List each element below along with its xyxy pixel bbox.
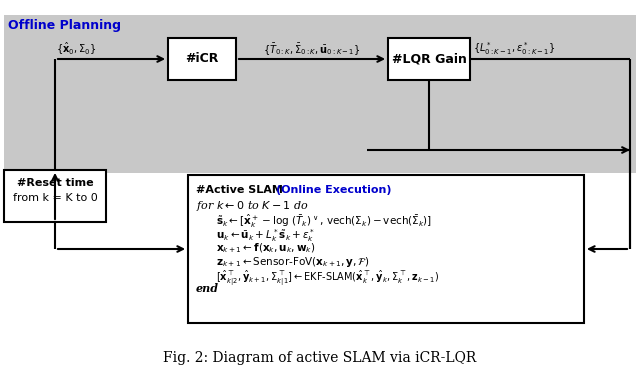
Bar [4, 170, 106, 222]
Bar [168, 38, 236, 80]
Text: from k = K to 0: from k = K to 0 [13, 193, 97, 203]
Text: $[\hat{\mathbf{x}}_{k|2}^\top, \hat{\mathbf{y}}_{k+1}, \Sigma_{k|1}^\top] \lefta: $[\hat{\mathbf{x}}_{k|2}^\top, \hat{\mat… [216, 269, 440, 288]
Text: $\mathbf{z}_{k+1} \leftarrow \mathrm{Sensor\text{-}FoV}(\mathbf{x}_{k+1}, \mathb: $\mathbf{z}_{k+1} \leftarrow \mathrm{Sen… [216, 255, 370, 269]
Text: #Reset time: #Reset time [17, 178, 93, 188]
Bar [4, 15, 636, 173]
Text: #LQR Gain: #LQR Gain [392, 52, 467, 65]
Text: Fig. 2: Diagram of active SLAM via iCR-LQR: Fig. 2: Diagram of active SLAM via iCR-L… [163, 351, 477, 365]
Text: for $k \leftarrow 0$ to $K - 1$ do: for $k \leftarrow 0$ to $K - 1$ do [196, 199, 308, 213]
Text: $\{\hat{\mathbf{x}}_0, \Sigma_0\}$: $\{\hat{\mathbf{x}}_0, \Sigma_0\}$ [56, 41, 96, 57]
Text: $\{L^*_{0:K-1}, \varepsilon^*_{0:K-1}\}$: $\{L^*_{0:K-1}, \varepsilon^*_{0:K-1}\}$ [473, 40, 556, 57]
Text: $\mathbf{x}_{k+1} \leftarrow \mathbf{f}(\mathbf{x}_k, \mathbf{u}_k, \mathbf{w}_k: $\mathbf{x}_{k+1} \leftarrow \mathbf{f}(… [216, 241, 316, 254]
Text: $\mathbf{u}_k \leftarrow \bar{\mathbf{u}}_k + L_k^*\tilde{\mathbf{s}}_k + \varep: $\mathbf{u}_k \leftarrow \bar{\mathbf{u}… [216, 227, 316, 244]
Bar [188, 175, 584, 323]
Text: Offline Planning: Offline Planning [8, 19, 121, 32]
Bar [388, 38, 470, 80]
Text: #Active SLAM: #Active SLAM [196, 185, 287, 195]
Text: end: end [196, 283, 219, 294]
Text: $\tilde{\mathbf{s}}_k \leftarrow [\hat{\mathbf{x}}_k^+ - \log\,(\bar{T}_k)^\vee,: $\tilde{\mathbf{s}}_k \leftarrow [\hat{\… [216, 213, 432, 230]
Text: (Online Execution): (Online Execution) [276, 185, 392, 195]
Text: $\{\bar{T}_{0:K}, \bar{\Sigma}_{0:K}, \bar{\mathbf{u}}_{0:K-1}\}$: $\{\bar{T}_{0:K}, \bar{\Sigma}_{0:K}, \b… [263, 41, 361, 57]
Text: #iCR: #iCR [186, 52, 219, 65]
